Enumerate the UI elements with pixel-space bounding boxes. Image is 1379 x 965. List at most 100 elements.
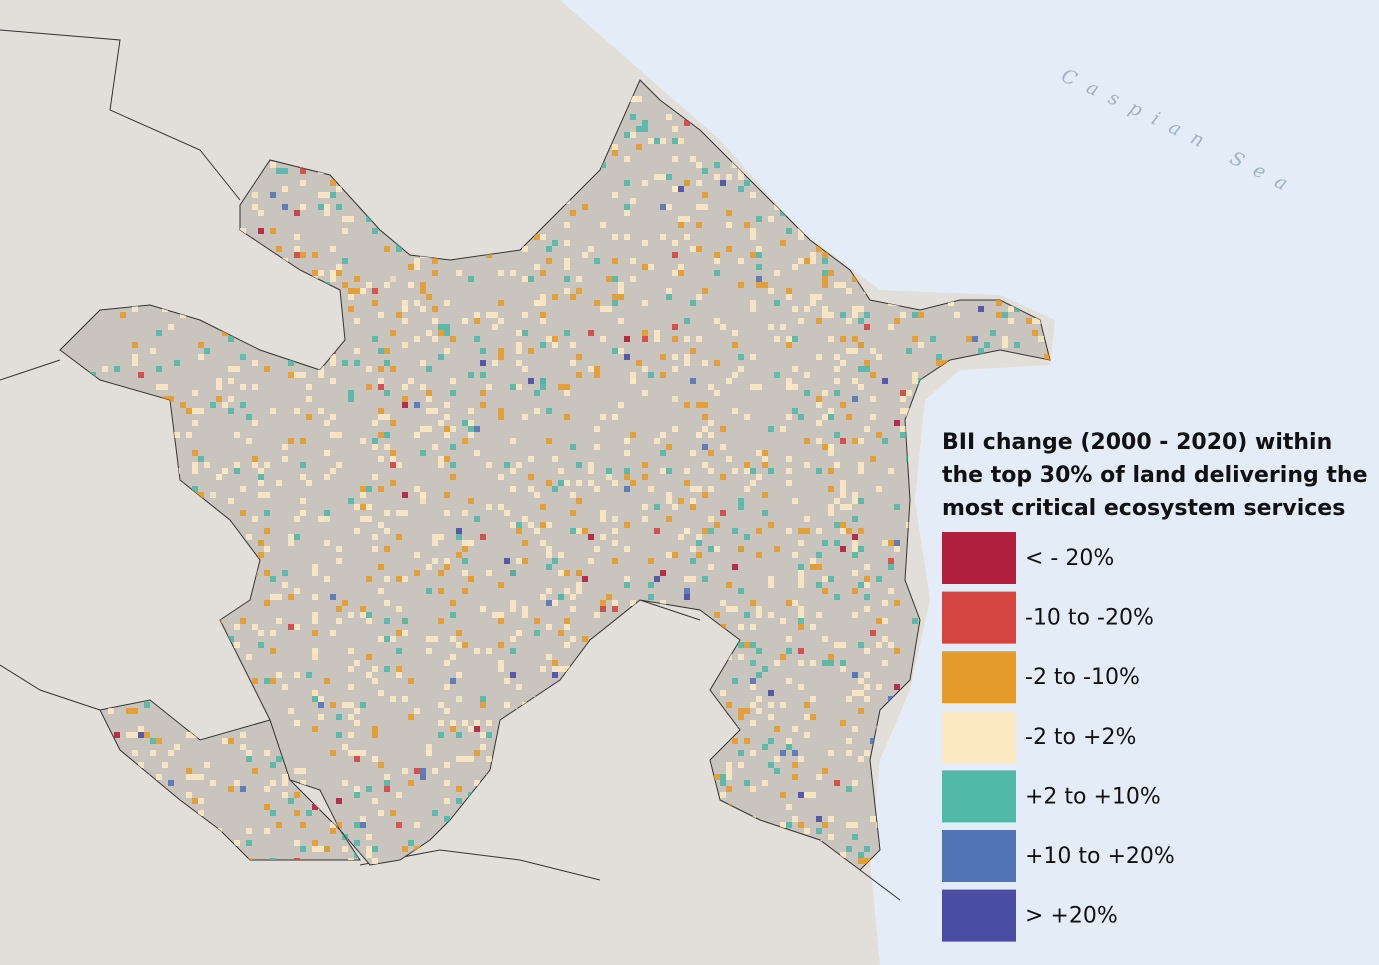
- map-pixel: [480, 696, 486, 702]
- map-pixel: [732, 408, 738, 414]
- map-pixel: [336, 558, 342, 564]
- map-pixel: [978, 348, 984, 354]
- map-pixel: [438, 462, 444, 468]
- map-pixel: [318, 270, 324, 276]
- map-pixel: [450, 390, 456, 396]
- map-pixel: [684, 120, 690, 126]
- map-pixel: [816, 828, 822, 834]
- map-pixel: [714, 252, 720, 258]
- map-pixel: [702, 576, 708, 582]
- map-pixel: [402, 630, 408, 636]
- map-pixel: [684, 354, 690, 360]
- map-pixel: [798, 540, 804, 546]
- map-pixel: [378, 312, 384, 318]
- map-pixel: [732, 678, 738, 684]
- map-pixel: [462, 720, 468, 726]
- map-pixel: [684, 402, 690, 408]
- map-pixel: [312, 630, 318, 636]
- map-pixel: [840, 282, 846, 288]
- map-pixel: [780, 792, 786, 798]
- map-pixel: [402, 342, 408, 348]
- map-pixel: [342, 360, 348, 366]
- map-pixel: [714, 318, 720, 324]
- map-pixel: [276, 168, 282, 174]
- map-pixel: [378, 432, 384, 438]
- map-pixel: [246, 654, 252, 660]
- map-pixel: [432, 408, 438, 414]
- map-pixel: [798, 792, 804, 798]
- map-pixel: [306, 810, 312, 816]
- map-pixel: [714, 258, 720, 264]
- map-pixel: [804, 462, 810, 468]
- map-pixel: [528, 474, 534, 480]
- map-pixel: [768, 216, 774, 222]
- map-pixel: [864, 324, 870, 330]
- map-pixel: [402, 846, 408, 852]
- map-pixel: [684, 528, 690, 534]
- map-pixel: [720, 774, 726, 780]
- map-pixel: [834, 354, 840, 360]
- map-pixel: [762, 282, 768, 288]
- map-pixel: [816, 396, 822, 402]
- map-pixel: [828, 654, 834, 660]
- map-pixel: [282, 792, 288, 798]
- map-pixel: [534, 234, 540, 240]
- map-pixel: [354, 504, 360, 510]
- map-pixel: [750, 192, 756, 198]
- map-pixel: [576, 276, 582, 282]
- map-pixel: [600, 222, 606, 228]
- map-pixel: [750, 786, 756, 792]
- map-pixel: [558, 666, 564, 672]
- map-pixel: [810, 252, 816, 258]
- map-pixel: [318, 366, 324, 372]
- map-pixel: [894, 546, 900, 552]
- map-pixel: [666, 174, 672, 180]
- map-pixel: [600, 534, 606, 540]
- map-pixel: [672, 354, 678, 360]
- map-pixel: [330, 246, 336, 252]
- map-pixel: [462, 570, 468, 576]
- map-pixel: [720, 510, 726, 516]
- map-pixel: [366, 486, 372, 492]
- map-pixel: [912, 372, 918, 378]
- map-pixel: [558, 594, 564, 600]
- map-pixel: [654, 576, 660, 582]
- map-pixel: [294, 246, 300, 252]
- map-pixel: [654, 504, 660, 510]
- map-pixel: [672, 126, 678, 132]
- map-pixel: [462, 318, 468, 324]
- map-pixel: [324, 204, 330, 210]
- map-pixel: [696, 336, 702, 342]
- map-pixel: [288, 594, 294, 600]
- map-pixel: [672, 324, 678, 330]
- map-pixel: [864, 696, 870, 702]
- map-pixel: [540, 300, 546, 306]
- map-pixel: [774, 726, 780, 732]
- map-pixel: [426, 408, 432, 414]
- map-pixel: [786, 738, 792, 744]
- legend-title: most critical ecosystem services: [942, 496, 1345, 521]
- map-pixel: [318, 408, 324, 414]
- map-pixel: [900, 390, 906, 396]
- map-pixel: [768, 762, 774, 768]
- map-pixel: [840, 504, 846, 510]
- map-pixel: [732, 162, 738, 168]
- map-pixel: [498, 270, 504, 276]
- map-pixel: [522, 366, 528, 372]
- map-pixel: [786, 384, 792, 390]
- map-pixel: [468, 426, 474, 432]
- map-pixel: [474, 516, 480, 522]
- map-pixel: [402, 306, 408, 312]
- map-pixel: [294, 720, 300, 726]
- map-pixel: [786, 648, 792, 654]
- map-pixel: [660, 234, 666, 240]
- map-pixel: [444, 300, 450, 306]
- map-pixel: [630, 480, 636, 486]
- map-pixel: [504, 510, 510, 516]
- map-pixel: [372, 300, 378, 306]
- map-pixel: [624, 132, 630, 138]
- map-pixel: [360, 606, 366, 612]
- map-pixel: [834, 432, 840, 438]
- map-pixel: [252, 204, 258, 210]
- map-pixel: [384, 636, 390, 642]
